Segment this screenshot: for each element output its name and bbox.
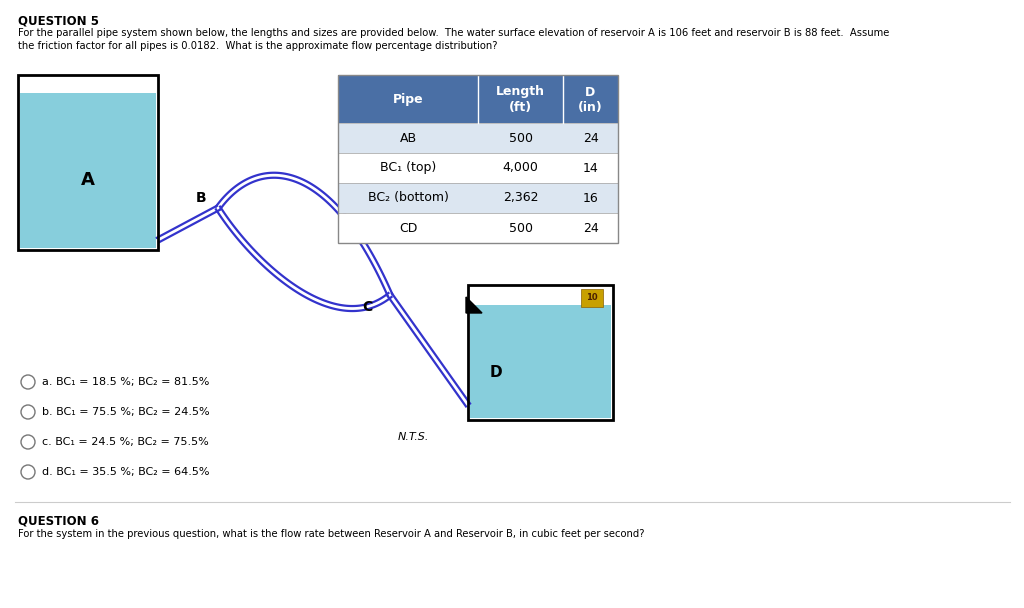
Text: C: C	[362, 300, 373, 314]
Text: BC₁ (top): BC₁ (top)	[380, 162, 436, 174]
Bar	[338, 153, 618, 183]
Bar	[338, 183, 618, 213]
Bar	[338, 75, 618, 123]
Text: the friction factor for all pipes is 0.0182.  What is the approximate flow perce: the friction factor for all pipes is 0.0…	[18, 41, 498, 51]
Text: AB: AB	[399, 131, 417, 145]
Text: For the parallel pipe system shown below, the lengths and sizes are provided bel: For the parallel pipe system shown below…	[18, 28, 890, 38]
Bar	[581, 289, 603, 307]
Text: 2,362: 2,362	[503, 192, 539, 204]
Text: 4,000: 4,000	[503, 162, 539, 174]
Text: BC₂ (bottom): BC₂ (bottom)	[368, 192, 449, 204]
Bar	[470, 305, 611, 418]
Text: QUESTION 6: QUESTION 6	[18, 515, 99, 528]
Text: D: D	[586, 86, 596, 98]
Text: CD: CD	[398, 221, 417, 235]
Bar	[18, 75, 158, 250]
Text: d. BC₁ = 35.5 %; BC₂ = 64.5%: d. BC₁ = 35.5 %; BC₂ = 64.5%	[42, 467, 210, 477]
Text: a. BC₁ = 18.5 %; BC₂ = 81.5%: a. BC₁ = 18.5 %; BC₂ = 81.5%	[42, 377, 209, 387]
Bar	[468, 285, 613, 420]
Text: (ft): (ft)	[509, 102, 532, 114]
Text: B: B	[196, 191, 207, 205]
Bar	[20, 93, 156, 248]
Text: QUESTION 5: QUESTION 5	[18, 14, 99, 27]
Text: A: A	[81, 171, 95, 189]
Text: (in): (in)	[579, 102, 603, 114]
Text: 16: 16	[583, 192, 598, 204]
Text: 500: 500	[509, 221, 532, 235]
Bar	[338, 123, 618, 153]
Bar	[338, 213, 618, 243]
Text: Length: Length	[496, 86, 545, 98]
Text: 14: 14	[583, 162, 598, 174]
Text: 10: 10	[586, 294, 598, 303]
Text: D: D	[490, 365, 503, 380]
Bar	[338, 75, 618, 243]
Text: c. BC₁ = 24.5 %; BC₂ = 75.5%: c. BC₁ = 24.5 %; BC₂ = 75.5%	[42, 437, 209, 447]
Polygon shape	[466, 297, 482, 313]
Text: Pipe: Pipe	[392, 92, 423, 106]
Text: For the system in the previous question, what is the flow rate between Reservoir: For the system in the previous question,…	[18, 529, 644, 539]
Text: 24: 24	[583, 131, 598, 145]
Text: N.T.S.: N.T.S.	[398, 432, 429, 442]
Text: 500: 500	[509, 131, 532, 145]
Text: 24: 24	[583, 221, 598, 235]
Text: b. BC₁ = 75.5 %; BC₂ = 24.5%: b. BC₁ = 75.5 %; BC₂ = 24.5%	[42, 407, 210, 417]
